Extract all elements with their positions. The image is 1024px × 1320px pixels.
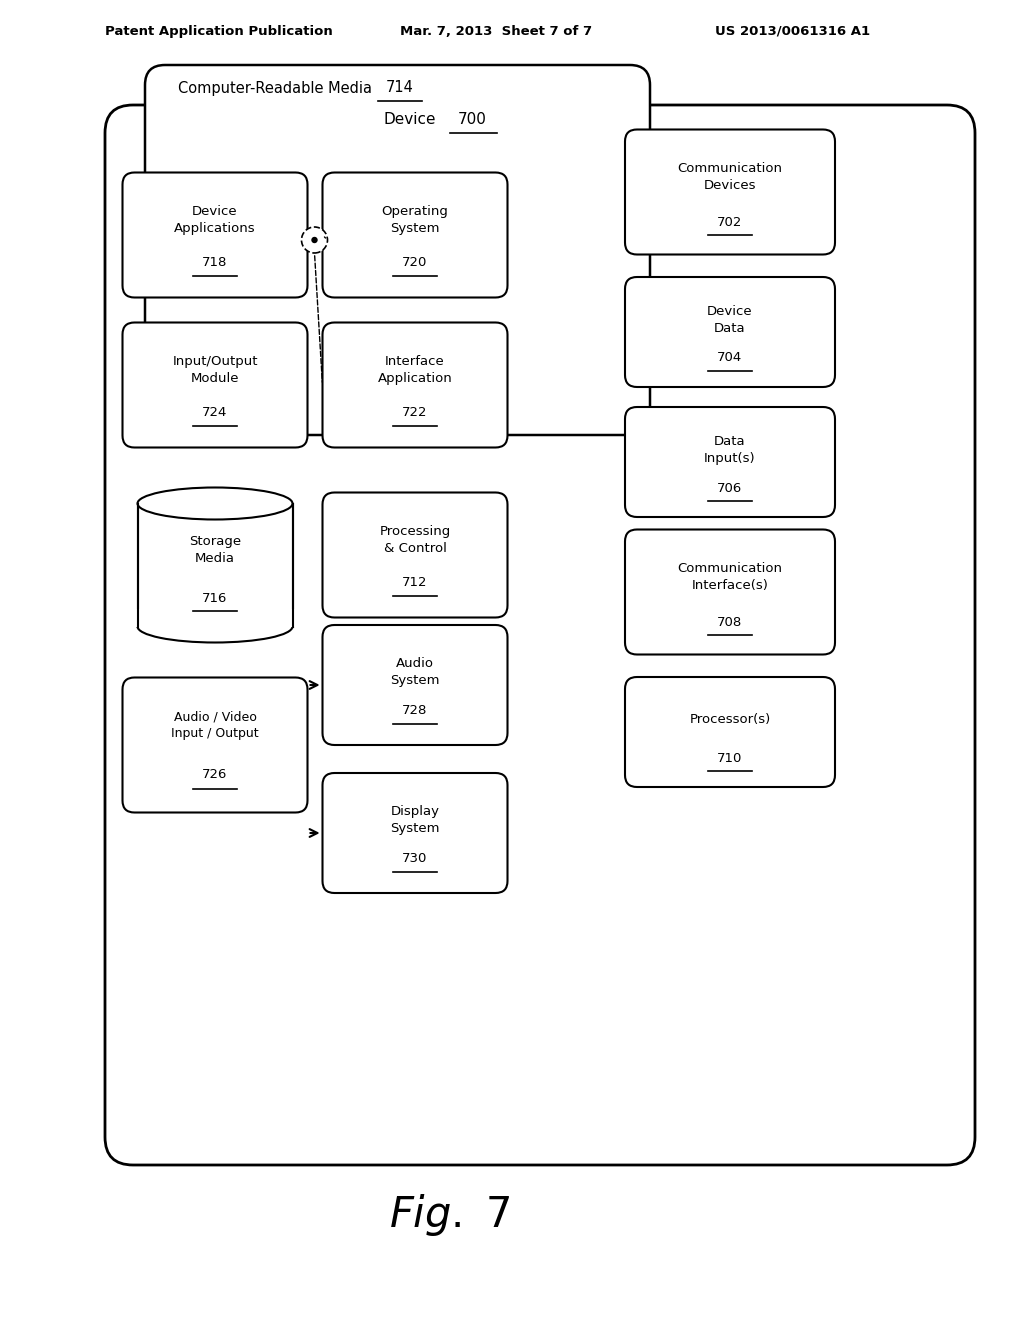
FancyBboxPatch shape	[625, 277, 835, 387]
FancyBboxPatch shape	[625, 677, 835, 787]
Bar	[137, 503, 293, 627]
Text: Audio
System: Audio System	[390, 657, 439, 686]
Text: Mar. 7, 2013  Sheet 7 of 7: Mar. 7, 2013 Sheet 7 of 7	[400, 25, 592, 38]
FancyBboxPatch shape	[145, 65, 650, 436]
FancyBboxPatch shape	[625, 407, 835, 517]
Text: 708: 708	[718, 615, 742, 628]
Text: 722: 722	[402, 407, 428, 420]
Text: US 2013/0061316 A1: US 2013/0061316 A1	[715, 25, 870, 38]
FancyBboxPatch shape	[323, 173, 508, 297]
Circle shape	[301, 227, 328, 253]
Text: Device: Device	[384, 112, 436, 128]
Text: Processor(s): Processor(s)	[689, 714, 771, 726]
Circle shape	[312, 238, 317, 243]
Text: Communication
Devices: Communication Devices	[678, 162, 782, 191]
Text: 712: 712	[402, 577, 428, 590]
Text: 704: 704	[718, 351, 742, 364]
Text: Audio / Video
Input / Output: Audio / Video Input / Output	[171, 710, 259, 741]
FancyBboxPatch shape	[323, 322, 508, 447]
Text: Input/Output
Module: Input/Output Module	[172, 355, 258, 385]
Text: 700: 700	[458, 112, 486, 128]
Text: 726: 726	[203, 768, 227, 781]
Text: 710: 710	[718, 751, 742, 764]
FancyBboxPatch shape	[123, 173, 307, 297]
Text: Device
Applications: Device Applications	[174, 205, 256, 235]
FancyBboxPatch shape	[625, 129, 835, 255]
FancyBboxPatch shape	[625, 529, 835, 655]
Text: Device
Data: Device Data	[708, 305, 753, 335]
Text: Interface
Application: Interface Application	[378, 355, 453, 385]
FancyBboxPatch shape	[123, 677, 307, 813]
Text: Computer-Readable Media: Computer-Readable Media	[178, 81, 372, 95]
Text: 720: 720	[402, 256, 428, 269]
Text: 702: 702	[718, 215, 742, 228]
Text: Communication
Interface(s): Communication Interface(s)	[678, 562, 782, 591]
Text: 730: 730	[402, 853, 428, 866]
FancyBboxPatch shape	[323, 624, 508, 744]
Bar	[132, 609, 298, 627]
Ellipse shape	[137, 487, 293, 520]
Text: 706: 706	[718, 482, 742, 495]
Text: 724: 724	[203, 407, 227, 420]
Text: Patent Application Publication: Patent Application Publication	[105, 25, 333, 38]
FancyBboxPatch shape	[105, 106, 975, 1166]
FancyBboxPatch shape	[323, 774, 508, 894]
Text: $\mathit{Fig.}$ $\mathit{7}$: $\mathit{Fig.}$ $\mathit{7}$	[389, 1192, 511, 1238]
Text: Storage
Media: Storage Media	[189, 535, 241, 565]
FancyBboxPatch shape	[323, 492, 508, 618]
Text: Processing
& Control: Processing & Control	[379, 525, 451, 554]
Text: 718: 718	[203, 256, 227, 269]
Text: Data
Input(s): Data Input(s)	[705, 436, 756, 465]
Text: 728: 728	[402, 705, 428, 718]
FancyBboxPatch shape	[123, 322, 307, 447]
Text: Operating
System: Operating System	[382, 205, 449, 235]
Text: Display
System: Display System	[390, 805, 439, 836]
Text: 716: 716	[203, 591, 227, 605]
Text: 714: 714	[386, 81, 414, 95]
Ellipse shape	[137, 610, 293, 643]
